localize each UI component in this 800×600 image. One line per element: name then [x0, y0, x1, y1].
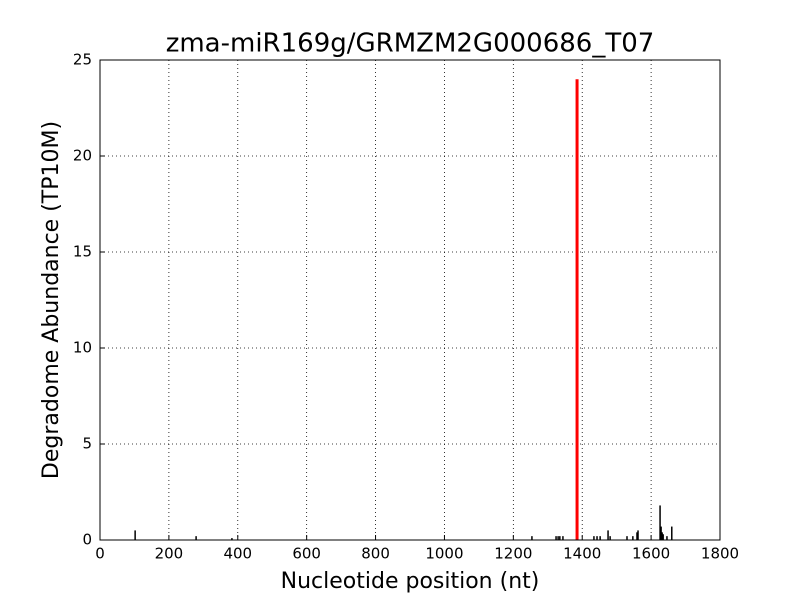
x-axis-label: Nucleotide position (nt)	[281, 569, 540, 594]
y-tick-label: 0	[82, 531, 92, 549]
y-tick-label: 10	[73, 339, 92, 357]
y-tick-label: 20	[73, 147, 92, 165]
x-tick-label: 0	[95, 545, 105, 563]
x-tick-label: 600	[292, 545, 321, 563]
y-tick-label: 15	[73, 243, 92, 261]
x-tick-label: 200	[155, 545, 184, 563]
y-axis-label: Degradome Abundance (TP10M)	[39, 121, 64, 479]
x-tick-label: 400	[223, 545, 252, 563]
x-tick-label: 1400	[563, 545, 601, 563]
chart-title: zma-miR169g/GRMZM2G000686_T07	[166, 29, 655, 59]
plot-frame	[99, 59, 721, 541]
x-tick-label: 800	[361, 545, 390, 563]
x-tick-label: 1800	[701, 545, 739, 563]
y-tick-label: 5	[82, 435, 92, 453]
x-tick-label: 1000	[425, 545, 463, 563]
x-tick-label: 1600	[632, 545, 670, 563]
y-tick-label: 25	[73, 51, 92, 69]
x-tick-label: 1200	[494, 545, 532, 563]
